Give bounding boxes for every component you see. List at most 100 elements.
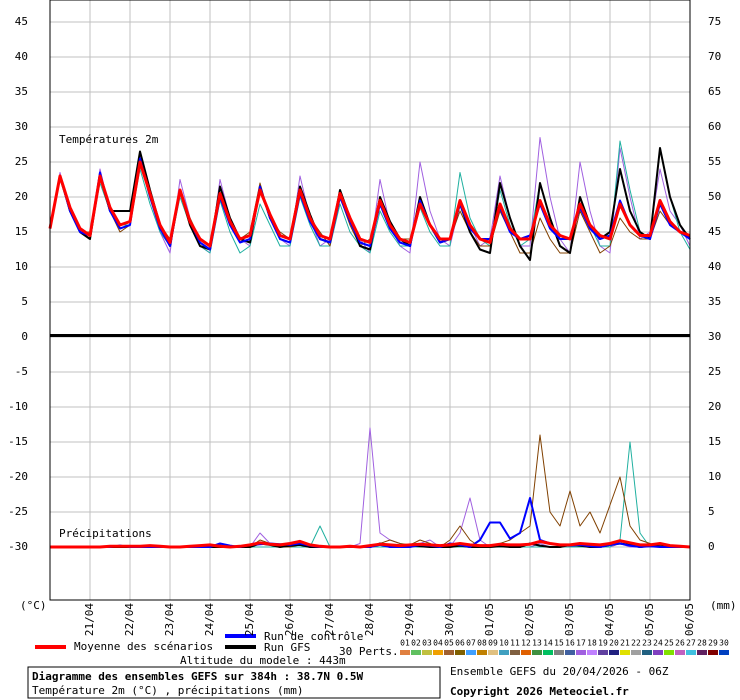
y2-tick-label: 0 (708, 540, 715, 553)
x-tick-label: 21/04 (83, 603, 96, 636)
y-tick-label: 30 (15, 120, 28, 133)
title-box (27, 666, 441, 699)
perturbation-legend-label: 14 (543, 639, 553, 648)
perturbation-legend-label: 20 (609, 639, 619, 648)
perturbation-legend-label: 12 (521, 639, 531, 648)
perturbation-legend-label: 04 (433, 639, 443, 648)
perturbation-legend-swatch (653, 650, 663, 655)
y2-tick-label: 50 (708, 190, 721, 203)
perturbation-legend-swatch (422, 650, 432, 655)
x-tick-label: 28/04 (363, 603, 376, 636)
perturbation-legend-label: 09 (488, 639, 498, 648)
perturbation-legend-label: 29 (708, 639, 718, 648)
perturbation-legend-label: 22 (631, 639, 641, 648)
chart-title: Diagramme des ensembles GEFS sur 384h : … (32, 670, 364, 683)
perturbation-legend-label: 23 (642, 639, 652, 648)
copyright: Copyright 2026 Meteociel.fr (450, 685, 629, 698)
perturbation-legend-swatch (488, 650, 498, 655)
x-tick-label: 23/04 (163, 603, 176, 636)
perturbation-legend-swatch (466, 650, 476, 655)
legend-label: Moyenne des scénarios (74, 640, 213, 653)
perturbation-legend-label: 18 (587, 639, 597, 648)
x-tick-label: 04/05 (603, 603, 616, 636)
perturbation-legend-swatch (521, 650, 531, 655)
perturbation-legend-swatch (631, 650, 641, 655)
y-tick-label: -30 (8, 540, 28, 553)
perturbation-legend-label: 06 (455, 639, 465, 648)
precipitation-label: Précipitations (59, 527, 152, 540)
perturbation-legend-label: 01 (400, 639, 410, 648)
x-tick-label: 24/04 (203, 603, 216, 636)
perturbation-legend-swatch (609, 650, 619, 655)
perturbation-legend-label: 10 (499, 639, 509, 648)
y-tick-label: 0 (21, 330, 28, 343)
x-tick-label: 26/04 (283, 603, 296, 636)
y2-tick-label: 40 (708, 260, 721, 273)
y-tick-label: 5 (21, 295, 28, 308)
x-tick-label: 02/05 (523, 603, 536, 636)
y-tick-label: -20 (8, 470, 28, 483)
precipitation-line (50, 539, 691, 549)
perturbation-legend-label: 16 (565, 639, 575, 648)
chart-subtitle: Température 2m (°C) , précipitations (mm… (32, 684, 304, 697)
y-tick-label: -25 (8, 505, 28, 518)
run-label: Ensemble GEFS du 20/04/2026 - 06Z (450, 665, 669, 678)
perturbation-legend-label: 30 (719, 639, 729, 648)
perturbation-legend-swatch (554, 650, 564, 655)
perturbation-legend-swatch (510, 650, 520, 655)
perturbation-legend-swatch (499, 650, 509, 655)
y-unit: (°C) (20, 599, 47, 612)
perturbation-legend-swatch (620, 650, 630, 655)
perturbation-legend-label: 03 (422, 639, 432, 648)
perturbation-legend-swatch (455, 650, 465, 655)
perturbation-legend-label: 05 (444, 639, 454, 648)
x-tick-label: 22/04 (123, 603, 136, 636)
y-tick-label: -15 (8, 435, 28, 448)
perturbation-legend-swatch (433, 650, 443, 655)
perturbation-legend-label: 13 (532, 639, 542, 648)
perturbation-legend-swatch (642, 650, 652, 655)
perturbation-legend-label: 27 (686, 639, 696, 648)
perturbation-legend-swatch (686, 650, 696, 655)
y-tick-label: 10 (15, 260, 28, 273)
perturbation-legend-swatch (400, 650, 410, 655)
y-tick-label: -10 (8, 400, 28, 413)
series-lines (48, 137, 691, 549)
y2-tick-label: 5 (708, 505, 715, 518)
x-tick-label: 01/05 (483, 603, 496, 636)
perturbation-legend-swatch (576, 650, 586, 655)
y2-tick-label: 45 (708, 225, 721, 238)
x-tick-label: 25/04 (243, 603, 256, 636)
perturbation-legend-label: 21 (620, 639, 630, 648)
y2-tick-label: 75 (708, 15, 721, 28)
grid (50, 0, 691, 600)
y2-tick-label: 25 (708, 365, 721, 378)
y-tick-label: 25 (15, 155, 28, 168)
y2-tick-label: 65 (708, 85, 721, 98)
y-tick-label: 35 (15, 85, 28, 98)
y2-tick-label: 70 (708, 50, 721, 63)
perturbation-legend-swatch (664, 650, 674, 655)
y2-tick-label: 55 (708, 155, 721, 168)
y-tick-label: 45 (15, 15, 28, 28)
perturbation-legend-swatch (719, 650, 729, 655)
y-tick-label: 15 (15, 225, 28, 238)
perturbation-legend-swatch (565, 650, 575, 655)
perturbation-legend-label: 19 (598, 639, 608, 648)
perturbations-label: 30 Perts. (339, 645, 399, 658)
panel-divider (50, 334, 690, 337)
y2-tick-label: 20 (708, 400, 721, 413)
perturbation-legend-swatch (532, 650, 542, 655)
legend: Moyenne des scénarios Run de contrôle Ru… (35, 630, 729, 667)
perturbation-legend-label: 26 (675, 639, 685, 648)
perturbation-legend-label: 25 (664, 639, 674, 648)
temperature-line (48, 160, 691, 248)
y2-tick-label: 30 (708, 330, 721, 343)
perturbation-legend-swatch (708, 650, 718, 655)
y-tick-label: -5 (15, 365, 28, 378)
perturbation-legend-swatch (697, 650, 707, 655)
x-tick-label: 05/05 (643, 603, 656, 636)
perturbation-legend-label: 08 (477, 639, 487, 648)
y2-unit: (mm) (710, 599, 737, 612)
x-tick-label: 06/05 (683, 603, 696, 636)
